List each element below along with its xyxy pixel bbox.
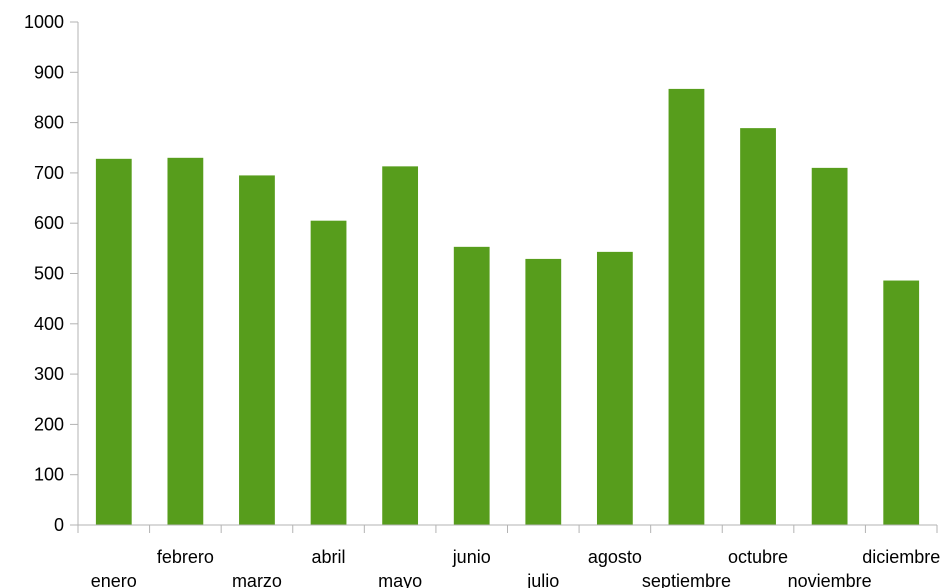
x-tick-label-noviembre: noviembre [788, 571, 872, 588]
y-tick-label: 400 [34, 314, 64, 334]
x-tick-label-abril: abril [312, 547, 346, 567]
bar-septiembre [668, 88, 705, 526]
x-tick-label-diciembre: diciembre [862, 547, 940, 567]
bar-enero [95, 158, 132, 525]
y-tick-label: 500 [34, 264, 64, 284]
x-tick-label-octubre: octubre [728, 547, 788, 567]
x-tick-label-enero: enero [91, 571, 137, 588]
x-tick-label-julio: julio [526, 571, 559, 588]
x-tick-label-junio: junio [452, 547, 491, 567]
x-tick-label-febrero: febrero [157, 547, 214, 567]
y-tick-labels: 0 100 200 300 400 500 600 700 800 900 1000 [24, 12, 64, 535]
bar-mayo [382, 166, 419, 526]
y-tick-label: 100 [34, 465, 64, 485]
x-tick-label-septiembre: septiembre [642, 571, 731, 588]
bar-junio [453, 246, 490, 525]
y-tick-label: 700 [34, 163, 64, 183]
y-tick-label: 600 [34, 213, 64, 233]
x-tick-label-agosto: agosto [588, 547, 642, 567]
y-tick-label: 300 [34, 364, 64, 384]
y-tick-label: 800 [34, 113, 64, 133]
axes-layer [70, 21, 938, 533]
bar-agosto [596, 251, 633, 525]
bar-diciembre [883, 280, 920, 525]
y-tick-label: 1000 [24, 12, 64, 32]
bar-julio [525, 258, 562, 525]
y-tick-label: 0 [54, 515, 64, 535]
bar-noviembre [811, 167, 848, 525]
bars-layer [95, 88, 920, 526]
bar-octubre [740, 128, 776, 525]
bar-febrero [167, 157, 204, 525]
bar-marzo [239, 175, 275, 526]
x-tick-label-marzo: marzo [232, 571, 282, 588]
bar-abril [310, 220, 347, 525]
y-tick-label: 200 [34, 414, 64, 434]
x-tick-labels: enero febrero marzo abril mayo junio julio agos… [91, 547, 940, 588]
x-tick-label-mayo: mayo [378, 571, 422, 588]
y-tick-label: 900 [34, 62, 64, 82]
